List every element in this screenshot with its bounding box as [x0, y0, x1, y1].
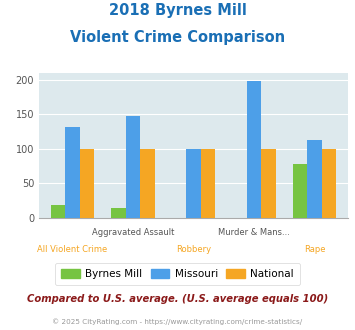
Text: © 2025 CityRating.com - https://www.cityrating.com/crime-statistics/: © 2025 CityRating.com - https://www.city… [53, 318, 302, 325]
Bar [201, 148, 215, 218]
Text: Robbery: Robbery [176, 245, 211, 254]
Text: Rape: Rape [304, 245, 325, 254]
Text: Aggravated Assault: Aggravated Assault [92, 228, 174, 237]
Legend: Byrnes Mill, Missouri, National: Byrnes Mill, Missouri, National [55, 263, 300, 285]
Text: Violent Crime Comparison: Violent Crime Comparison [70, 30, 285, 45]
Bar [293, 164, 307, 218]
Bar [186, 148, 201, 218]
Bar [126, 116, 140, 218]
Bar [247, 81, 261, 218]
Bar [65, 127, 80, 218]
Bar [80, 148, 94, 218]
Bar [111, 208, 126, 218]
Bar [307, 140, 322, 218]
Bar [322, 148, 337, 218]
Bar [50, 205, 65, 218]
Text: 2018 Byrnes Mill: 2018 Byrnes Mill [109, 3, 246, 18]
Text: All Violent Crime: All Violent Crime [37, 245, 108, 254]
Text: Murder & Mans...: Murder & Mans... [218, 228, 290, 237]
Text: Compared to U.S. average. (U.S. average equals 100): Compared to U.S. average. (U.S. average … [27, 294, 328, 304]
Bar [140, 148, 155, 218]
Bar [261, 148, 276, 218]
